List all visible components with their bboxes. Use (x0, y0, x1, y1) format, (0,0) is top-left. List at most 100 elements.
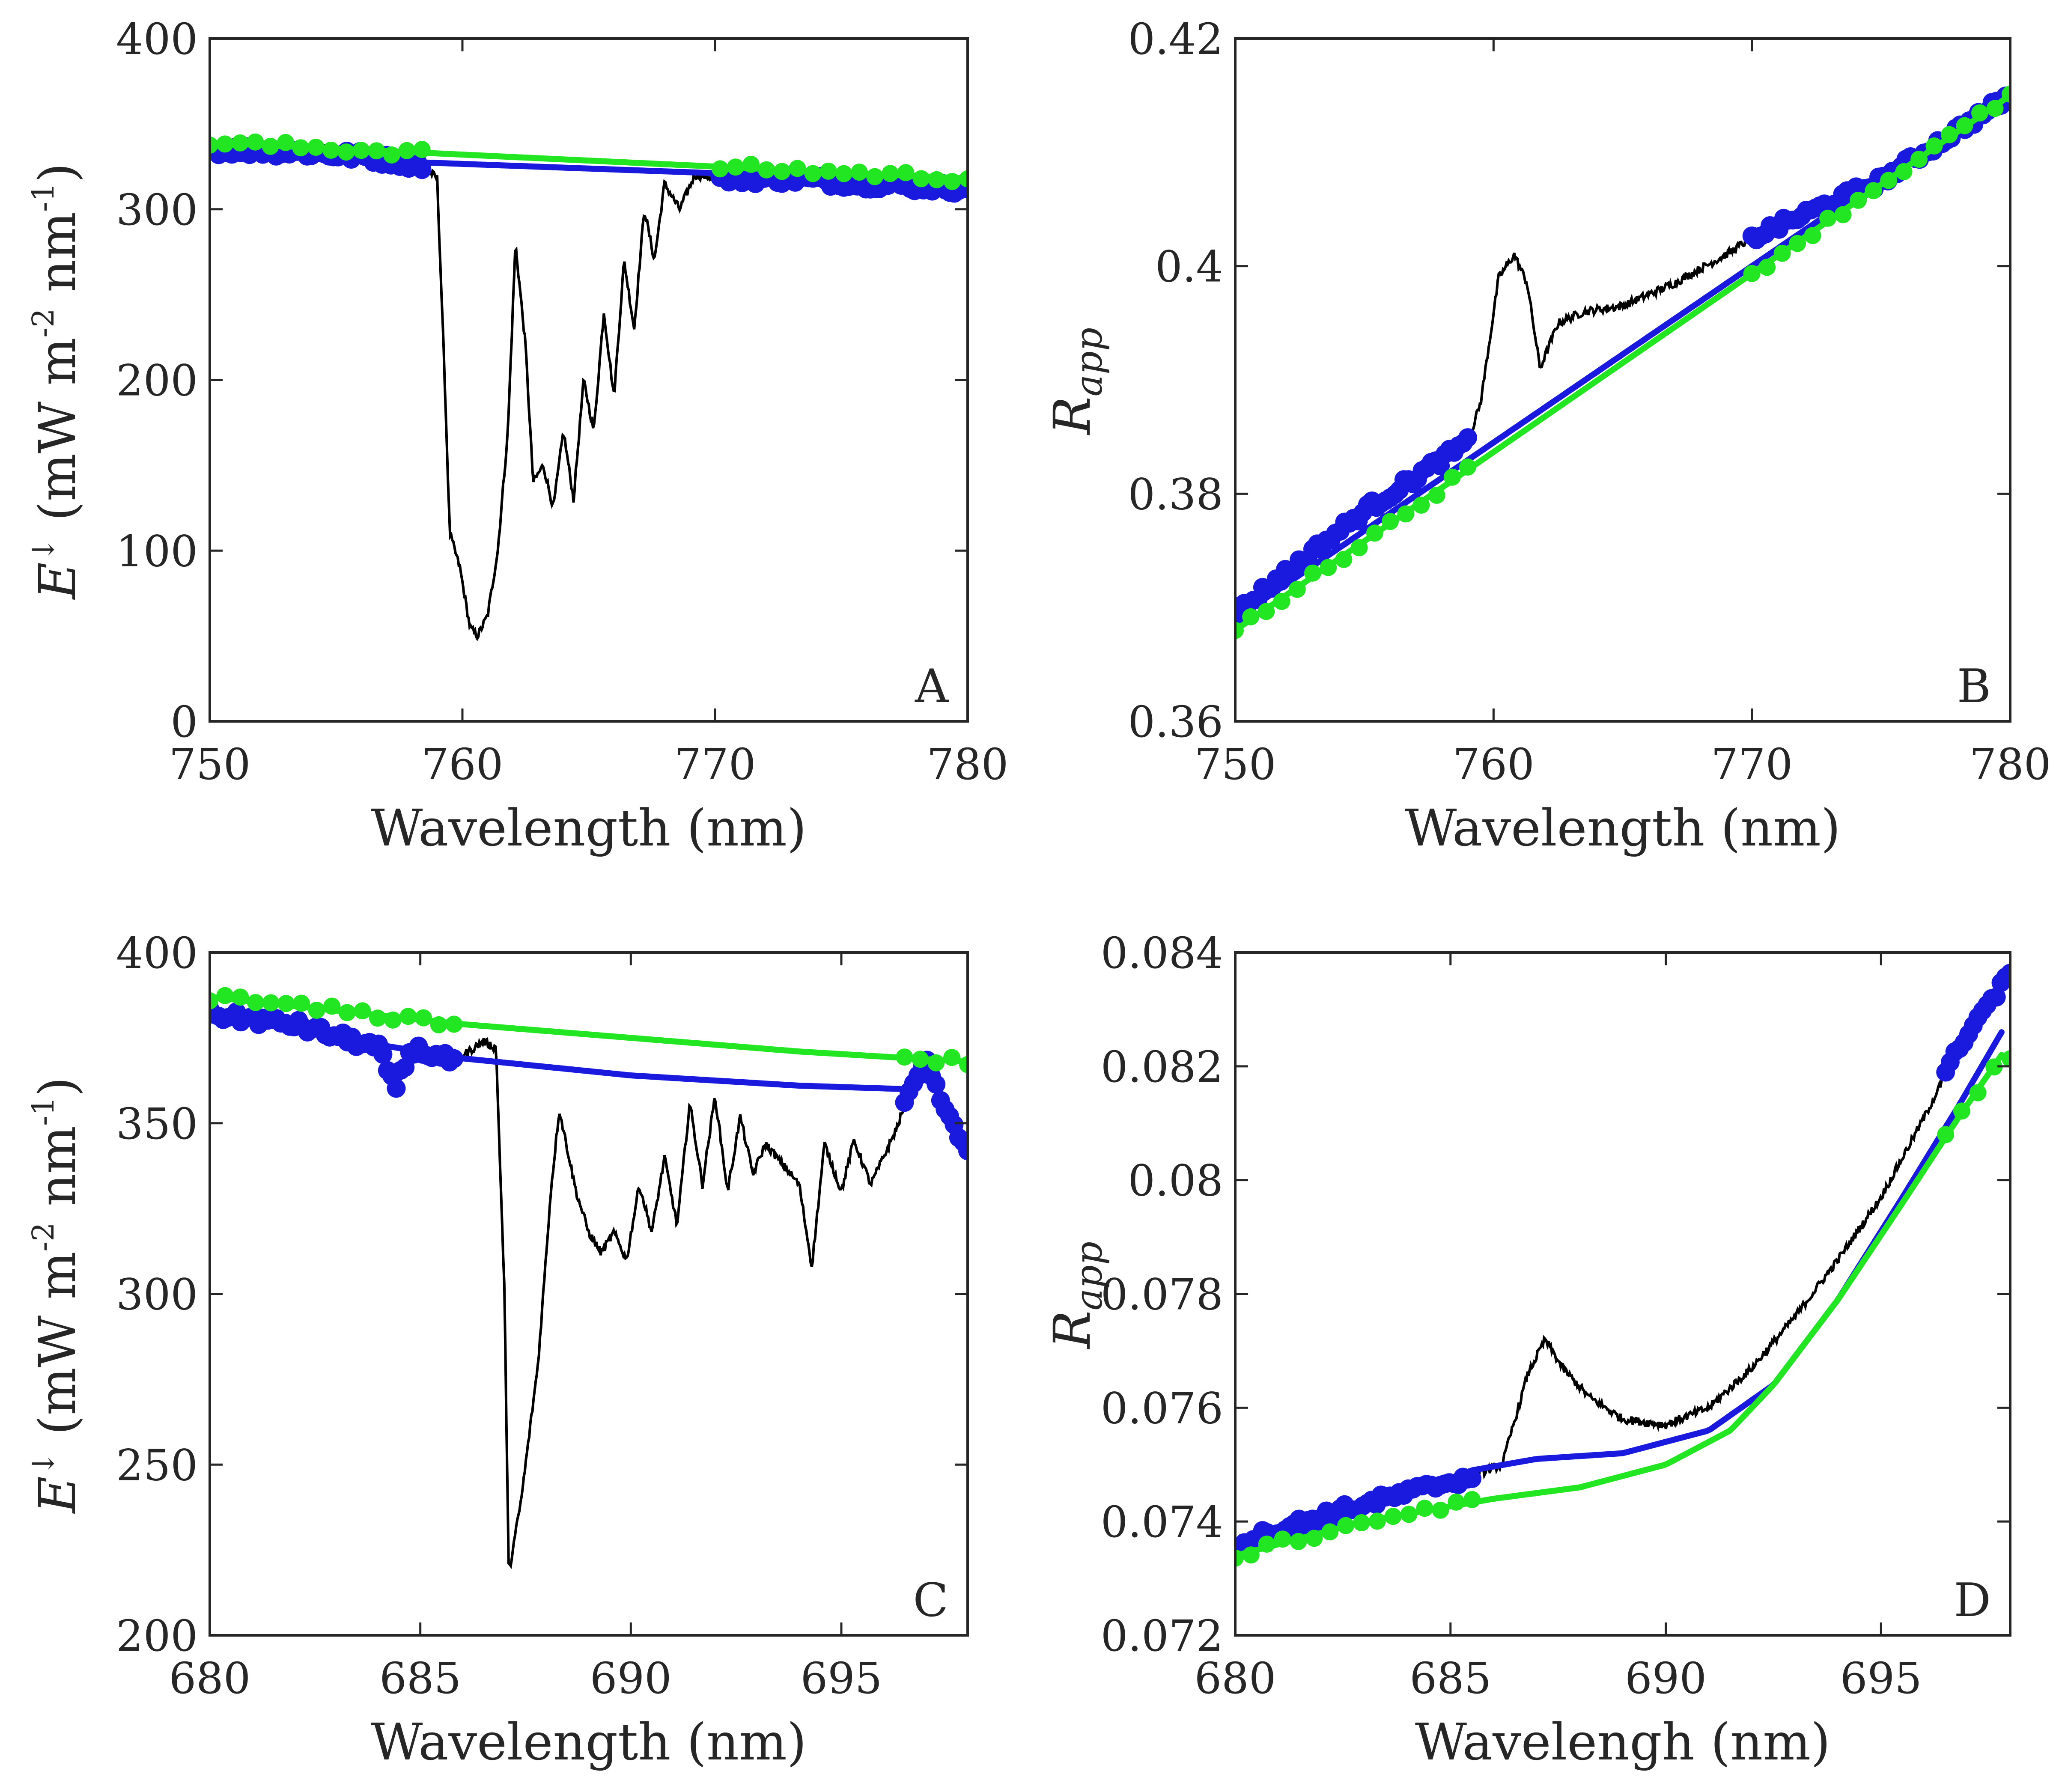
green-data-point (399, 1008, 417, 1025)
series-measured-line (1235, 970, 2010, 1549)
panel-label: C (913, 1574, 948, 1627)
green-data-point (323, 997, 341, 1015)
green-data-point (430, 1016, 447, 1033)
green-data-point (1304, 564, 1321, 582)
y-tick-label: 300 (116, 1270, 198, 1320)
green-data-point (1956, 117, 1973, 134)
green-data-point (1242, 1546, 1260, 1564)
y-tick-label: 0 (170, 697, 198, 747)
green-data-point (912, 170, 930, 188)
green-data-point (1969, 1084, 1987, 1101)
green-data-point (1773, 244, 1791, 262)
x-tick-label: 685 (379, 1653, 461, 1703)
y-axis-label: E↓ (mW m-2 nm-1) (26, 1077, 87, 1514)
green-data-point (1353, 1514, 1370, 1531)
green-data-point (1290, 1533, 1307, 1550)
chart-panel-a: 750 760 770 780 0 100 200 300 400 Wavelength (nm)… (26, 14, 1008, 857)
axis-box (209, 37, 969, 723)
plot-area (210, 987, 968, 1569)
y-tick-label: 0.38 (1128, 469, 1223, 519)
green-data-point (1937, 1126, 1955, 1143)
x-tick-label: 770 (674, 739, 756, 789)
green-data-point (1819, 209, 1837, 227)
x-tick-label: 680 (169, 1653, 251, 1703)
green-data-point (1335, 551, 1353, 568)
green-data-point (1273, 592, 1290, 610)
green-data-point (943, 1049, 961, 1066)
y-axis-label-text: E↓ (mW m-2 nm-1) (26, 163, 87, 600)
green-data-point (882, 165, 899, 182)
series-blue-fit-line (210, 1011, 937, 1092)
y-axis-label: Rapp (1043, 327, 1111, 435)
panel-label: A (915, 660, 949, 713)
x-tick-label: 780 (927, 739, 1009, 789)
green-data-point (384, 1011, 402, 1029)
green-data-point (1321, 1523, 1339, 1541)
y-axis-label-text: E↓ (mW m-2 nm-1) (26, 1077, 87, 1514)
green-data-point (292, 994, 310, 1012)
y-tick-label: 0.076 (1101, 1383, 1223, 1433)
green-data-point (959, 1056, 968, 1073)
green-data-point (1910, 151, 1928, 168)
green-data-point (277, 134, 294, 151)
y-label-symbol: E (28, 1476, 87, 1514)
green-data-point (789, 160, 806, 177)
y-label-subscript: app (1068, 327, 1111, 396)
y-label-unit-exp2: -1 (26, 1097, 61, 1126)
chart-panel-b: 750 760 770 780 0.36 0.38 0.4 0.42 Wavelength (n… (1043, 14, 2051, 857)
y-tick-label: 0.078 (1101, 1270, 1223, 1320)
x-tick-label: 760 (1453, 739, 1535, 789)
y-label-symbol: R (1043, 396, 1102, 435)
green-data-point (262, 994, 280, 1012)
chart-panel-c: 680 685 690 695 200 250 300 350 400 Wavelength (n… (26, 928, 969, 1771)
x-axis-label: Wavelength (nm) (371, 798, 807, 857)
x-axis-label: Wavelength (nm) (371, 1712, 807, 1771)
series-blue-fit-line (1235, 86, 2010, 622)
green-data-point (1758, 259, 1776, 276)
y-tick-label: 0.42 (1128, 14, 1223, 64)
green-data-point (1443, 468, 1461, 486)
y-tick-label: 350 (116, 1099, 198, 1149)
panel-label: B (1957, 660, 1991, 713)
green-data-point (210, 137, 218, 154)
green-data-point (804, 165, 822, 182)
green-data-point (1428, 487, 1445, 504)
x-tick-label: 780 (1970, 739, 2051, 789)
blue-data-point (1458, 428, 1477, 447)
green-data-point (1985, 1058, 2003, 1076)
green-data-point (247, 994, 264, 1011)
green-data-point (1941, 126, 1958, 143)
y-tick-label: 0.084 (1101, 928, 1223, 978)
plot-area (1235, 85, 2010, 639)
green-data-point (1432, 1501, 1449, 1519)
green-data-point (1416, 1500, 1433, 1517)
blue-data-point (958, 1141, 968, 1161)
green-data-point (413, 141, 431, 158)
blue-data-point (1987, 988, 2006, 1007)
y-label-unit-exp1: -2 (26, 1222, 61, 1251)
x-tick-label: 760 (422, 739, 504, 789)
y-label-unit-end: ) (28, 1077, 87, 1097)
plot-area (210, 133, 968, 641)
y-label-unit: (mW m (28, 337, 87, 537)
green-data-point (758, 161, 775, 179)
green-data-point (1366, 524, 1383, 542)
green-data-point (711, 160, 729, 178)
x-axis-label: Wavelength (nm) (1405, 798, 1841, 857)
y-tick-label: 200 (116, 1611, 198, 1661)
green-data-point (1305, 1530, 1323, 1547)
green-data-point (835, 165, 852, 182)
green-data-point (742, 155, 760, 173)
green-data-point (819, 162, 837, 180)
green-data-point (216, 987, 234, 1004)
green-data-point (1368, 1512, 1386, 1530)
y-axis-label-text: Rapp (1043, 1241, 1111, 1349)
green-data-point (1235, 1549, 1244, 1567)
y-label-unit-end: ) (28, 163, 87, 183)
y-axis-label-text: Rapp (1043, 327, 1111, 435)
green-data-point (1743, 265, 1761, 282)
y-tick-label: 300 (116, 185, 198, 235)
green-data-point (1412, 497, 1430, 514)
green-data-point (216, 135, 234, 153)
